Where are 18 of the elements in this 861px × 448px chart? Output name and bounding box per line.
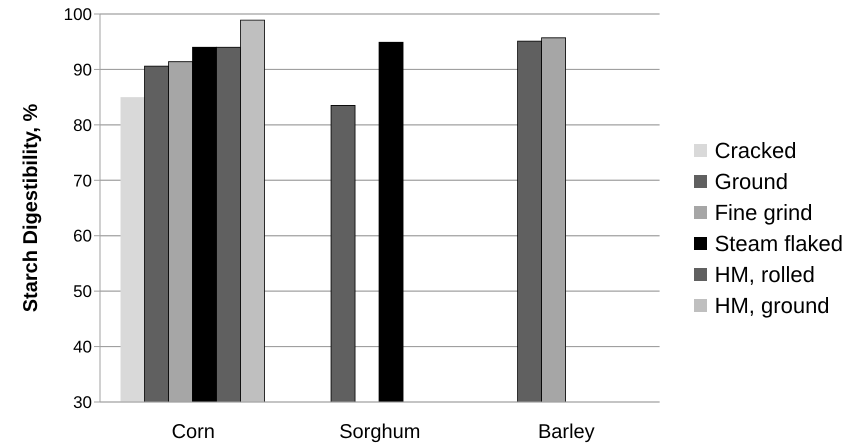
y-tick-label: 50 <box>73 282 92 302</box>
y-tick-label: 100 <box>64 5 92 24</box>
legend-label: Cracked <box>714 138 797 164</box>
y-tick-label: 40 <box>73 338 92 357</box>
x-tick-label: Sorghum <box>339 421 420 444</box>
y-tick-label: 60 <box>73 226 92 246</box>
x-tick-label: Barley <box>538 421 595 444</box>
x-tick-label: Corn <box>172 421 215 444</box>
y-tick-label: 30 <box>73 393 92 412</box>
y-tick-label: 80 <box>73 116 92 135</box>
y-tick-label: 90 <box>73 60 92 80</box>
legend-label: Steam flaked <box>714 230 843 256</box>
y-tick-label: 70 <box>73 171 92 190</box>
legend-label: Ground <box>714 168 788 194</box>
legend-label: HM, rolled <box>714 262 815 288</box>
legend-label: HM, ground <box>714 292 830 318</box>
legend-label: Fine grind <box>714 200 812 226</box>
y-axis-title: Starch Digestibility, % <box>20 104 42 312</box>
